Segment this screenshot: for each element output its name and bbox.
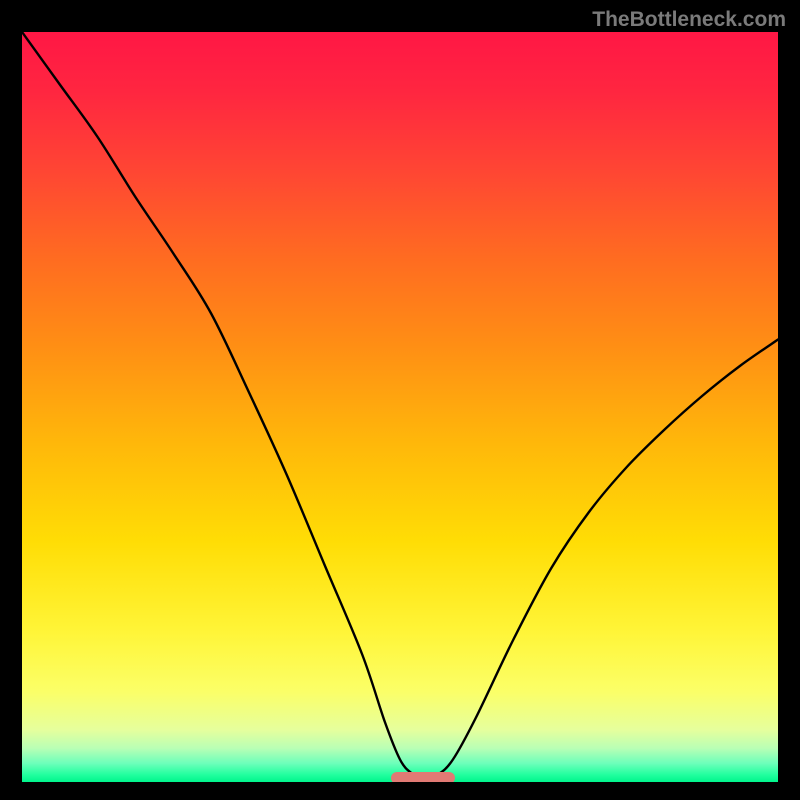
optimal-zone-marker — [391, 772, 455, 783]
chart-background-gradient — [22, 32, 778, 782]
watermark-text: TheBottleneck.com — [592, 8, 786, 32]
chart-plot-area — [22, 32, 778, 782]
